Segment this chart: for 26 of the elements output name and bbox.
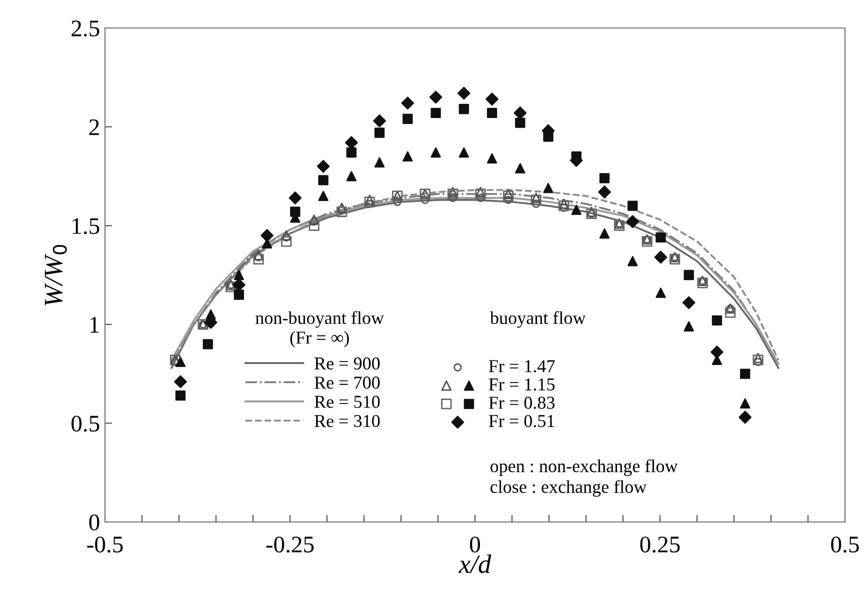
legend-label: Re = 510 xyxy=(314,396,380,408)
legend-label: Fr = 0.51 xyxy=(488,414,554,428)
annotation: (Fr = ∞) xyxy=(290,331,349,348)
annotation: buoyant flow xyxy=(490,311,586,328)
y-tick-label: 0.5 xyxy=(72,416,100,432)
annotation: close : exchange flow xyxy=(490,480,647,497)
annotation: non-buoyant flow xyxy=(256,311,384,328)
y-tick-label: 2 xyxy=(89,119,99,135)
x-tick-label: -0.25 xyxy=(266,536,314,553)
y-tick-label: 1.5 xyxy=(72,218,100,234)
x-axis-title: x/d xyxy=(458,554,492,574)
x-tick-label: 0.5 xyxy=(831,536,859,553)
y-tick-label: 0 xyxy=(89,514,100,530)
x-tick-label: -0.5 xyxy=(87,536,123,553)
y-tick-label: 1 xyxy=(90,317,99,333)
x-tick-label: 0.25 xyxy=(640,536,680,553)
legend-label: Re = 700 xyxy=(314,376,380,389)
annotation: open : non-exchange flow xyxy=(490,459,678,476)
x-tick-label: 0 xyxy=(470,536,480,553)
legend-label: Fr = 0.83 xyxy=(488,396,555,409)
legend-label: Re = 900 xyxy=(314,357,380,370)
y-tick-label: 2.5 xyxy=(72,20,100,37)
y-axis-title: W/W$_{0}$ xyxy=(44,244,67,306)
legend-label: Re = 310 xyxy=(314,414,380,428)
legend-label: Fr = 1.47 xyxy=(488,360,555,372)
legend-label: Fr = 1.15 xyxy=(488,378,555,391)
